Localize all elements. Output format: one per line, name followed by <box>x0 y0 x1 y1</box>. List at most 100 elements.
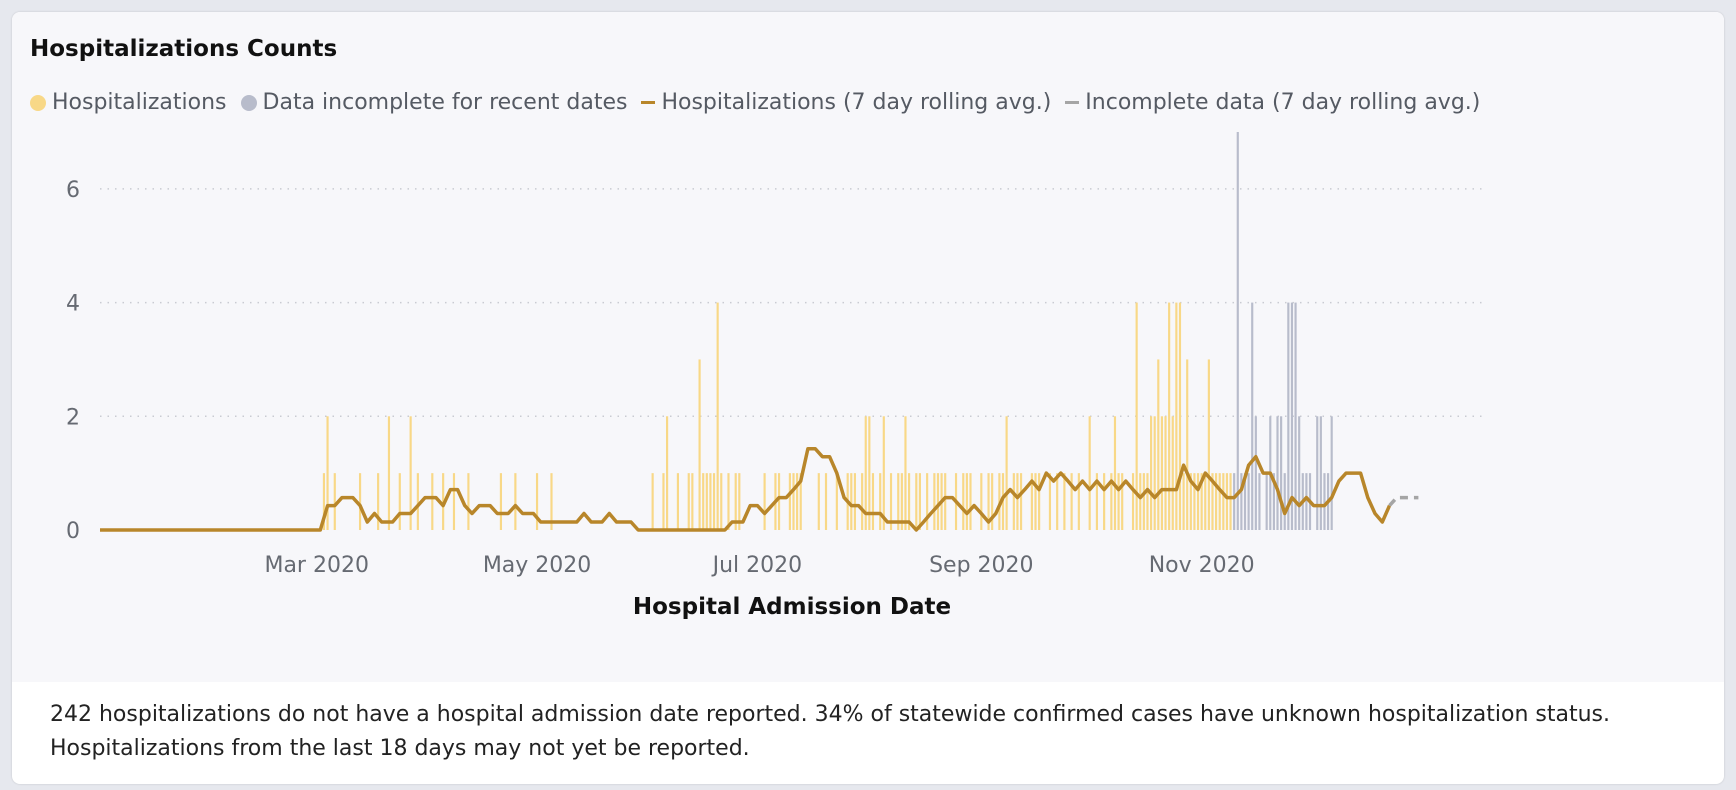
bar-hospitalizations <box>665 416 669 530</box>
bar-hospitalizations <box>452 473 456 530</box>
bar-hospitalizations <box>799 473 802 530</box>
bar-hospitalizations <box>1077 473 1080 530</box>
bar-hospitalizations <box>1175 302 1178 530</box>
bar-incomplete <box>1233 473 1236 530</box>
bar-hospitalizations <box>734 473 737 530</box>
bar-hospitalizations <box>879 473 882 530</box>
chart-card: 0 2 4 6 Mar 2020 May 2020 Jul 2020 Sep 2020 Nov … <box>12 12 1724 784</box>
bar-hospitalizations <box>535 473 539 530</box>
bar-hospitalizations <box>727 473 730 530</box>
legend-label: Hospitalizations (7 day rolling avg.) <box>661 90 1052 115</box>
bar-hospitalizations <box>1103 473 1106 530</box>
bar-hospitalizations <box>980 473 983 530</box>
bar-hospitalizations <box>1113 416 1117 530</box>
bar-hospitalizations <box>962 473 965 530</box>
bar-incomplete <box>1330 416 1333 530</box>
bar-hospitalizations <box>1171 416 1174 530</box>
bar-hospitalizations <box>871 473 875 530</box>
legend-item-incomplete[interactable]: Data incomplete for recent dates <box>240 90 628 115</box>
y-tick-label: 4 <box>66 292 80 317</box>
bar-hospitalizations <box>991 473 994 530</box>
chart-title: Hospitalizations Counts <box>30 36 338 62</box>
bar-hospitalizations <box>1146 473 1149 530</box>
x-axis-title: Hospital Admission Date <box>633 594 951 620</box>
bar-hospitalizations <box>1178 302 1182 530</box>
bar-hospitalizations <box>709 473 712 530</box>
line-incomplete-rolling-avg <box>1388 495 1419 507</box>
bar-hospitalizations <box>933 473 936 530</box>
bar-hospitalizations <box>702 473 705 530</box>
bar-hospitalizations <box>716 302 719 530</box>
legend-label: Incomplete data (7 day rolling avg.) <box>1085 90 1481 115</box>
bar-hospitalizations <box>900 473 903 530</box>
bar-incomplete <box>1283 473 1286 530</box>
legend-item-hospitalizations[interactable]: Hospitalizations <box>30 90 227 115</box>
bar-hospitalizations <box>1034 473 1037 530</box>
bar-incomplete <box>1240 473 1243 530</box>
bar-hospitalizations <box>691 473 694 530</box>
bar-hospitalizations <box>763 473 766 530</box>
bar-hospitalizations <box>687 473 690 530</box>
line-rolling-avg <box>100 446 1392 532</box>
bar-hospitalizations <box>1204 473 1207 530</box>
legend-item-rolling-avg[interactable]: Hospitalizations (7 day rolling avg.) <box>641 90 1051 115</box>
bar-hospitalizations <box>322 473 326 530</box>
bar-incomplete <box>1305 473 1308 530</box>
bar-incomplete <box>1280 416 1283 530</box>
bar-hospitalizations <box>1186 359 1189 530</box>
bar-hospitalizations <box>676 473 680 530</box>
bar-incomplete <box>1298 416 1301 530</box>
bar-hospitalizations <box>907 473 911 530</box>
bar-hospitalizations <box>1012 473 1015 530</box>
bar-hospitalizations <box>1225 473 1229 530</box>
bar-hospitalizations <box>1196 473 1200 530</box>
bar-hospitalizations <box>377 473 380 530</box>
y-tick-label: 0 <box>66 519 80 544</box>
bar-hospitalizations <box>1142 473 1145 530</box>
bar-hospitalizations <box>1048 473 1052 530</box>
bar-hospitalizations <box>1164 416 1167 530</box>
y-tick-label: 6 <box>66 178 80 203</box>
bar-hospitalizations <box>1229 473 1232 530</box>
bar-incomplete <box>1294 302 1297 530</box>
bar-incomplete <box>1247 473 1250 530</box>
bar-incomplete <box>1287 302 1290 530</box>
y-tick-label: 2 <box>66 405 80 430</box>
bar-hospitalizations <box>499 473 503 530</box>
bar-hospitalizations <box>1153 416 1156 530</box>
bar-hospitalizations <box>904 416 907 530</box>
bar-hospitalizations <box>1063 473 1066 530</box>
bar-hospitalizations <box>467 473 470 530</box>
bar-hospitalizations <box>1189 473 1192 530</box>
bar-hospitalizations <box>1222 473 1225 530</box>
bar-hospitalizations <box>416 473 419 530</box>
bar-hospitalizations <box>514 473 517 530</box>
bar-hospitalizations <box>915 473 918 530</box>
bar-hospitalizations <box>796 473 799 530</box>
bar-hospitalizations <box>1117 473 1120 530</box>
bar-hospitalizations <box>889 473 893 530</box>
bar-incomplete <box>1319 416 1322 530</box>
bar-incomplete <box>1254 416 1257 530</box>
bar-hospitalizations <box>936 473 940 530</box>
bar-hospitalizations <box>864 416 867 530</box>
bar-hospitalizations <box>1211 473 1214 530</box>
bar-hospitalizations <box>1160 416 1164 530</box>
bar-incomplete <box>1243 473 1247 530</box>
bar-hospitalizations <box>788 473 791 530</box>
bar-hospitalizations <box>720 473 723 530</box>
bar-hospitalizations <box>1088 416 1091 530</box>
legend-label: Hospitalizations <box>52 90 227 115</box>
legend-label: Data incomplete for recent dates <box>262 90 628 115</box>
footnote-text: 242 hospitalizations do not have a hospi… <box>50 702 1610 761</box>
bar-hospitalizations <box>1016 473 1019 530</box>
bar-hospitalizations <box>835 473 838 530</box>
hospitalizations-chart: 0 2 4 6 Mar 2020 May 2020 Jul 2020 Sep 2020 Nov … <box>66 132 1487 620</box>
bar-hospitalizations <box>1070 473 1073 530</box>
bar-hospitalizations <box>398 473 401 530</box>
bar-hospitalizations <box>965 473 968 530</box>
bar-hospitalizations <box>1095 473 1098 530</box>
bar-hospitalizations <box>431 473 434 530</box>
legend-item-incomplete-rolling-avg[interactable]: Incomplete data (7 day rolling avg.) <box>1065 90 1480 115</box>
bar-hospitalizations <box>777 473 781 530</box>
